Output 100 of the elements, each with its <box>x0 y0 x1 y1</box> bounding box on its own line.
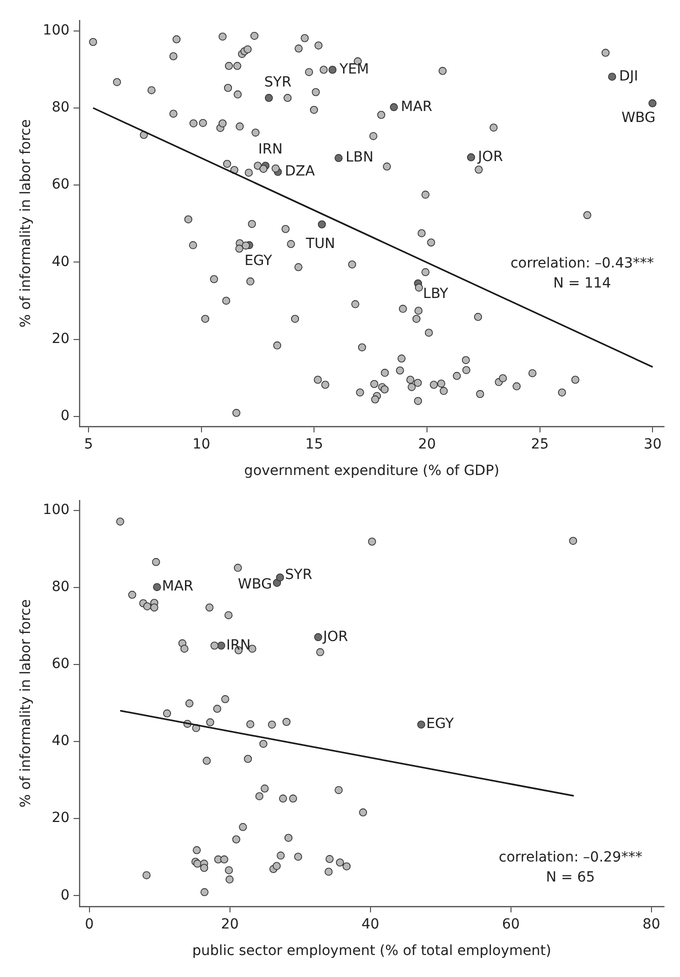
point <box>272 862 281 870</box>
point <box>359 808 368 816</box>
point <box>116 518 124 526</box>
point <box>336 858 344 866</box>
x-tick-label: 30 <box>644 436 662 452</box>
y-tick-label: 80 <box>52 100 70 116</box>
annotation: SYR <box>285 567 312 584</box>
point <box>264 94 273 102</box>
point <box>326 855 334 864</box>
point <box>234 564 242 572</box>
annotation: correlation: –0.43*** <box>510 256 654 272</box>
point <box>276 573 284 582</box>
annotation: WBG <box>238 576 272 592</box>
y-tick-label: 60 <box>52 656 70 672</box>
x-tick-label: 40 <box>361 916 380 932</box>
point <box>153 583 162 592</box>
y-axis-title: % of informality in labor force <box>18 119 34 328</box>
point <box>224 866 233 874</box>
point <box>334 786 343 794</box>
annotation: MAR <box>162 578 194 595</box>
point <box>128 590 136 599</box>
point <box>324 868 333 876</box>
annotation: SYR <box>264 74 292 91</box>
x-tick-label: 20 <box>418 436 436 452</box>
point <box>390 103 398 112</box>
x-tick-label: 10 <box>192 436 210 452</box>
point <box>260 784 269 793</box>
x-tick-label: 20 <box>220 916 239 932</box>
y-tick-label: 20 <box>52 810 70 826</box>
annotation: N = 65 <box>546 869 595 886</box>
point <box>200 888 208 896</box>
y-tick-label: 0 <box>60 408 70 424</box>
point <box>180 644 188 653</box>
annotation: EGY <box>244 252 272 269</box>
point <box>282 718 290 726</box>
point <box>276 852 285 860</box>
x-tick-label: 60 <box>502 916 520 932</box>
x-tick-label: 80 <box>642 916 660 932</box>
point <box>284 834 292 842</box>
annotation: correlation: –0.29*** <box>498 849 642 866</box>
point <box>200 864 208 872</box>
point <box>226 875 234 884</box>
annotation: JOR <box>322 628 348 645</box>
point <box>467 153 476 162</box>
y-tick-label: 40 <box>52 733 70 750</box>
point <box>316 648 324 656</box>
annotation: EGY <box>426 716 454 732</box>
y-tick-label: 100 <box>42 502 70 518</box>
point <box>289 794 298 803</box>
point <box>185 699 194 708</box>
annotation: TUN <box>304 236 336 252</box>
point <box>279 794 288 803</box>
x-tick-label: 5 <box>84 436 94 452</box>
point <box>417 720 426 729</box>
point <box>205 603 214 612</box>
annotation: N = 114 <box>553 276 612 292</box>
x-axis-title: government expenditure (% of GDP) <box>244 463 500 480</box>
point <box>202 756 211 765</box>
point <box>268 720 276 729</box>
point <box>142 871 151 880</box>
x-tick-label: 0 <box>84 916 94 932</box>
annotation: IRN <box>226 637 251 654</box>
y-tick-label: 100 <box>42 22 70 38</box>
annotation: DJI <box>619 68 638 84</box>
point <box>569 536 578 545</box>
point <box>342 862 351 870</box>
x-tick-label: 15 <box>305 436 324 452</box>
x-tick-label: 25 <box>530 436 549 452</box>
point <box>217 642 226 650</box>
point <box>648 99 656 108</box>
annotation: YEM <box>338 61 369 78</box>
point <box>163 709 172 718</box>
point <box>294 852 302 861</box>
point <box>210 642 218 650</box>
point <box>328 66 336 74</box>
point <box>206 718 214 726</box>
annotation: LBN <box>346 150 374 166</box>
point <box>150 603 158 612</box>
point <box>152 558 160 566</box>
point <box>232 835 240 844</box>
point <box>334 154 343 162</box>
point <box>244 754 252 763</box>
annotation: DZA <box>284 164 316 180</box>
point <box>255 792 264 800</box>
point <box>318 220 326 228</box>
y-tick-label: 80 <box>52 579 70 596</box>
y-tick-label: 60 <box>52 176 70 193</box>
annotation: IRN <box>258 141 283 158</box>
point <box>259 740 268 748</box>
point <box>220 855 228 864</box>
y-tick-label: 0 <box>60 887 70 904</box>
point <box>224 611 233 620</box>
point <box>221 695 230 704</box>
point <box>143 602 152 610</box>
point <box>213 704 222 713</box>
x-axis-title: public sector employment (% of total employment) <box>192 943 552 960</box>
annotation: JOR <box>477 148 504 165</box>
y-tick-label: 20 <box>52 330 70 347</box>
point <box>608 72 616 81</box>
point <box>314 633 322 642</box>
